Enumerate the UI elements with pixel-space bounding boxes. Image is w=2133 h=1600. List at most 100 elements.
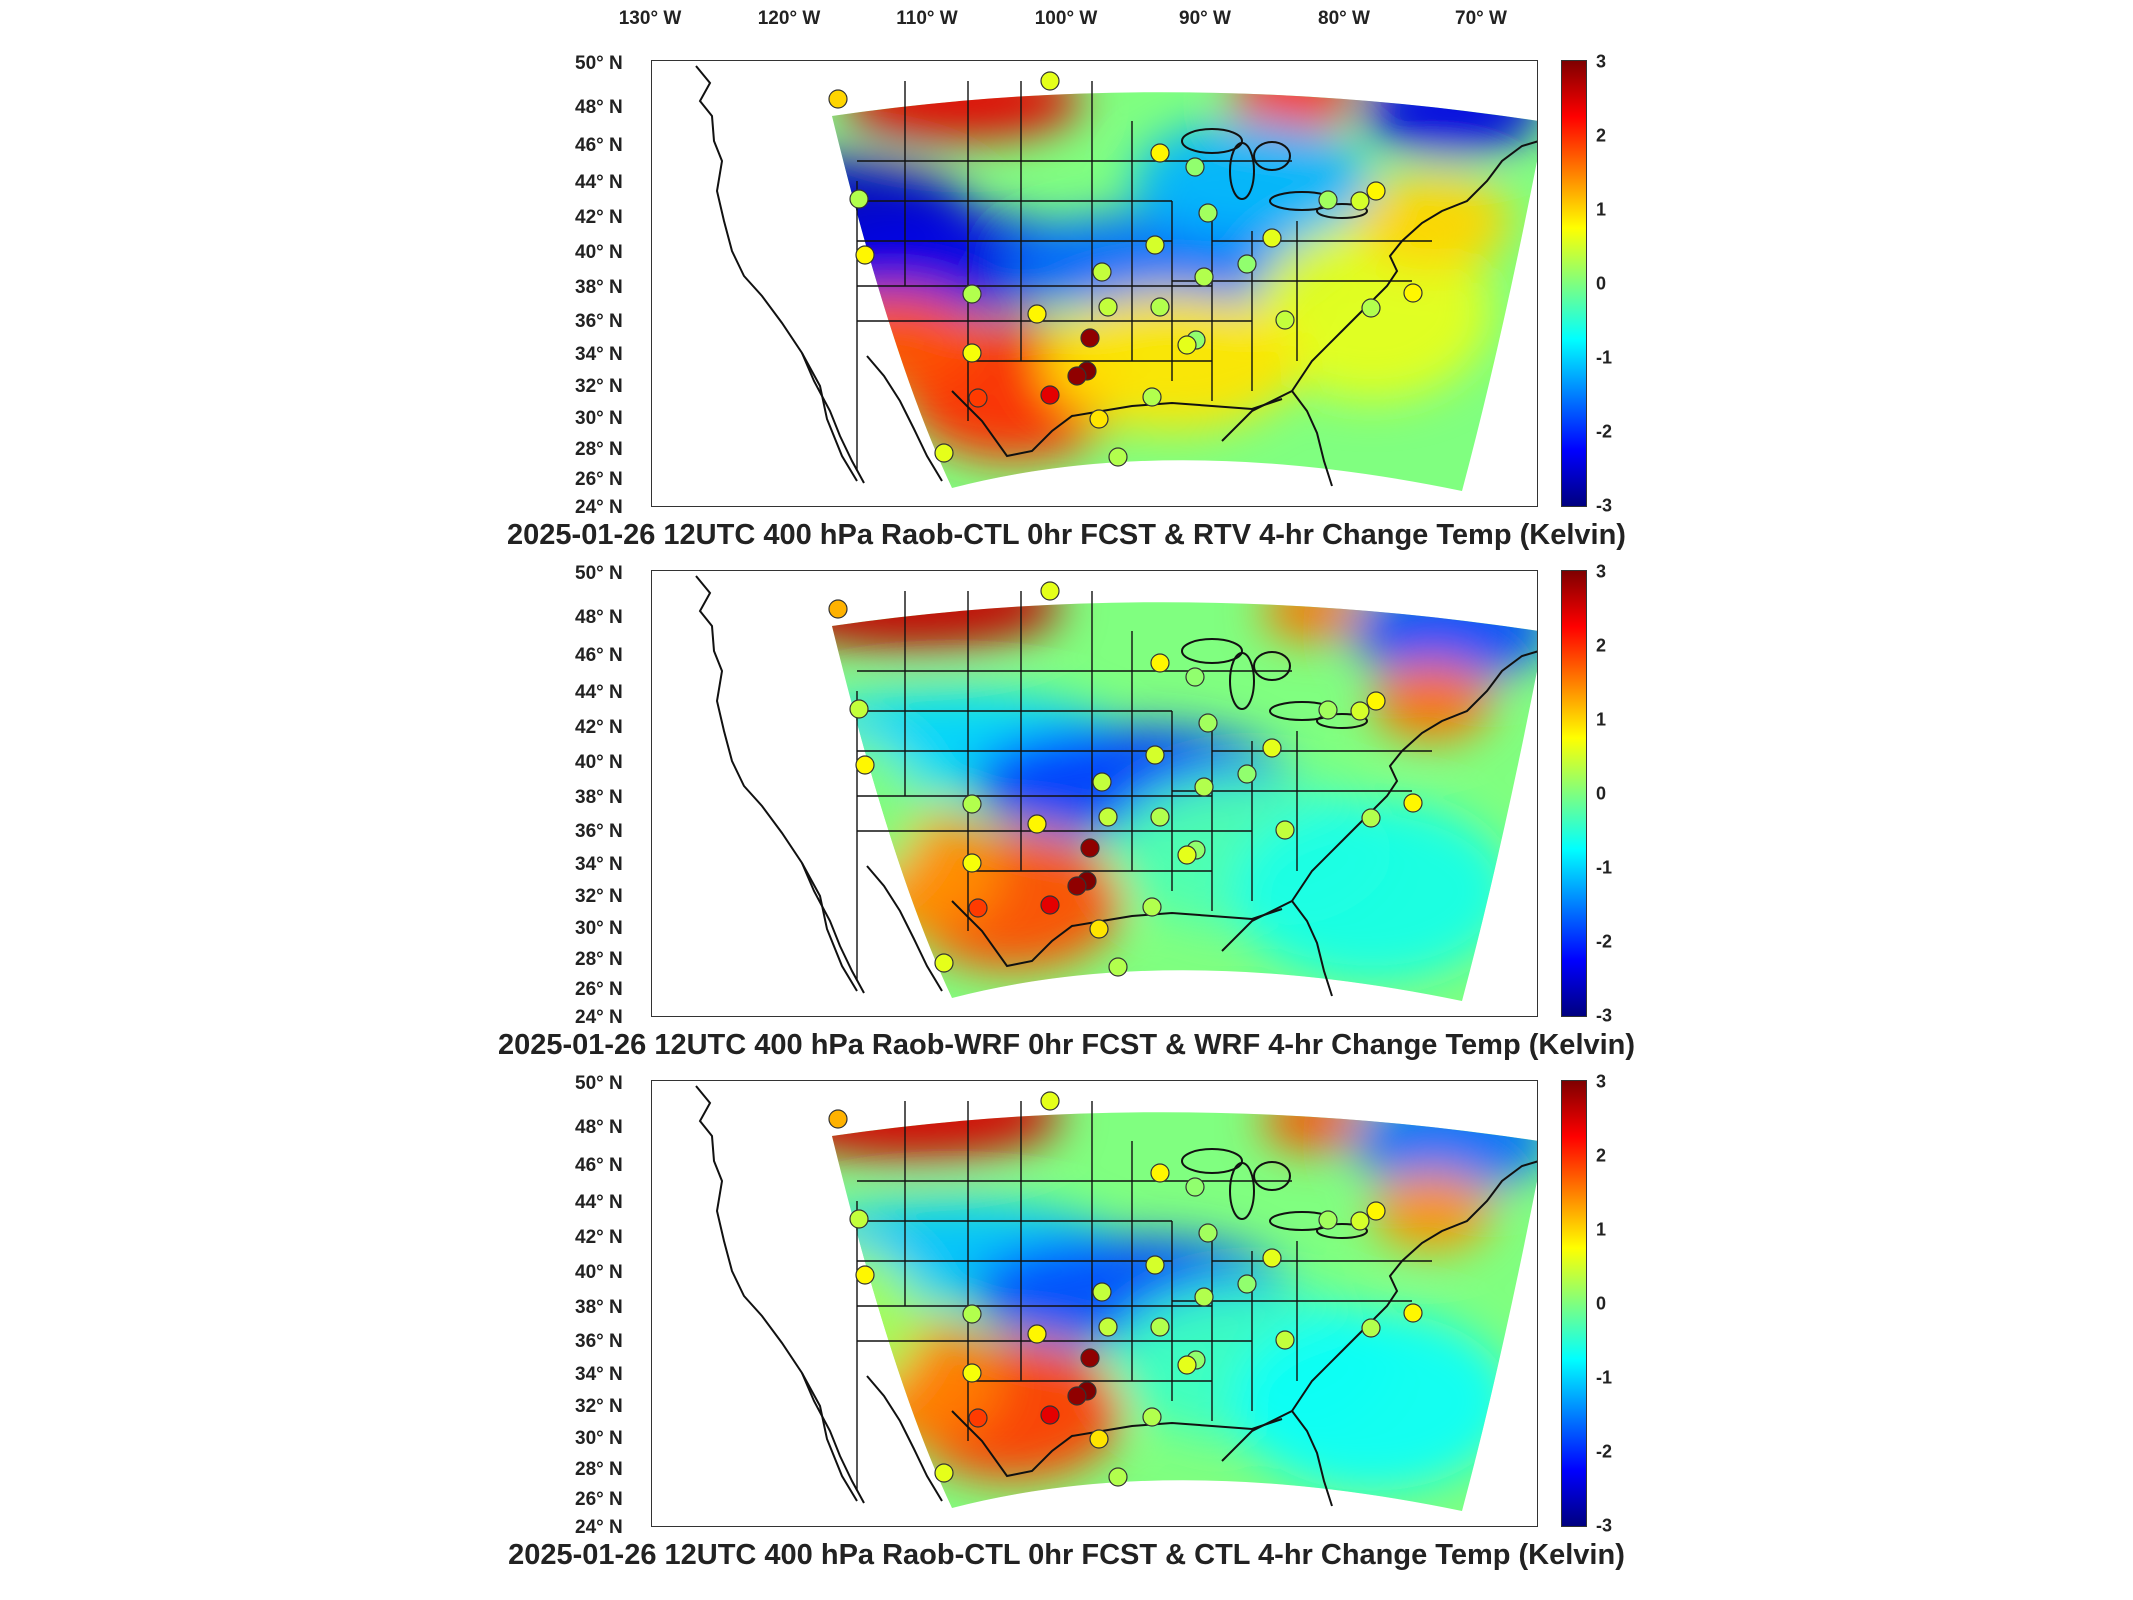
coastline <box>801 1372 865 1504</box>
lat-label: 48° N <box>575 97 623 118</box>
lat-label: 44° N <box>575 682 623 703</box>
colorbar-tick: 0 <box>1596 1293 1607 1314</box>
lake-outline <box>1253 141 1291 171</box>
field-layer <box>832 602 1537 1001</box>
anomaly-region <box>1262 602 1362 641</box>
anomaly-region <box>1362 92 1537 156</box>
observation-circle <box>1350 701 1370 721</box>
lake-outline <box>1181 638 1243 664</box>
observation-circle <box>1092 262 1112 282</box>
coastline <box>1221 1160 1537 1462</box>
colorbar-tick: 3 <box>1596 561 1607 582</box>
anomaly-region <box>1372 1171 1492 1251</box>
observation-circle <box>1177 845 1197 865</box>
coastline <box>866 1375 943 1502</box>
colorbar-tick: -2 <box>1596 421 1613 442</box>
lat-label: 40° N <box>575 1262 623 1283</box>
observation-circle <box>1027 1324 1047 1344</box>
observation-circle <box>1275 820 1295 840</box>
colorbar-tick: -3 <box>1596 1515 1613 1536</box>
anomaly-region <box>832 731 922 891</box>
colorbar-tick: 0 <box>1596 783 1607 804</box>
observation-circle <box>1185 667 1205 687</box>
observation-circle <box>1067 1386 1087 1406</box>
lon-label: 80° W <box>1318 8 1370 29</box>
lon-label: 70° W <box>1455 8 1507 29</box>
lat-label: 26° N <box>575 979 623 1000</box>
anomaly-region <box>1232 1311 1512 1491</box>
lat-label: 36° N <box>575 1331 623 1352</box>
lat-label: 32° N <box>575 376 623 397</box>
coastline <box>1291 900 1333 997</box>
boundaries-layer <box>695 1085 1537 1507</box>
observation-circle <box>1145 1255 1165 1275</box>
observation-circle <box>1262 1248 1282 1268</box>
observation-circle <box>962 853 982 873</box>
observation-circle <box>1403 283 1423 303</box>
colorbar-tick: 3 <box>1596 1071 1607 1092</box>
colorbar <box>1561 1080 1587 1527</box>
coastline <box>801 862 865 994</box>
coastline <box>1221 650 1537 952</box>
observation-circle <box>828 89 848 109</box>
colorbar-tick: -1 <box>1596 1367 1613 1388</box>
lat-label: 24° N <box>575 1517 623 1538</box>
anomaly-region <box>1232 801 1512 981</box>
observation-circle <box>1040 1091 1060 1111</box>
observation-circle <box>1366 691 1386 711</box>
boundaries-layer <box>695 65 1537 487</box>
observation-circle <box>1361 1318 1381 1338</box>
coastline <box>801 352 865 484</box>
observation-circle <box>855 1265 875 1285</box>
observation-circle <box>1194 777 1214 797</box>
observation-circle <box>1040 71 1060 91</box>
observations-layer <box>828 71 1423 467</box>
observation-circle <box>1145 745 1165 765</box>
observation-circle <box>1403 1303 1423 1323</box>
observation-circle <box>1040 1405 1060 1425</box>
observation-circle <box>1067 876 1087 896</box>
lat-label: 42° N <box>575 717 623 738</box>
observation-circle <box>1027 814 1047 834</box>
observation-circle <box>855 755 875 775</box>
lat-label: 32° N <box>575 1396 623 1417</box>
lat-label: 46° N <box>575 645 623 666</box>
observation-circle <box>1194 1287 1214 1307</box>
lat-label: 48° N <box>575 1117 623 1138</box>
observation-circle <box>1145 235 1165 255</box>
observation-circle <box>962 794 982 814</box>
colorbar-tick: -2 <box>1596 931 1613 952</box>
colorbar <box>1561 60 1587 507</box>
lake-outline <box>1181 1148 1243 1174</box>
lat-label: 44° N <box>575 1192 623 1213</box>
coastline <box>866 355 943 482</box>
lat-label: 30° N <box>575 408 623 429</box>
observation-circle <box>1089 919 1109 939</box>
observation-circle <box>1177 335 1197 355</box>
observation-circle <box>1198 203 1218 223</box>
lat-label: 42° N <box>575 207 623 228</box>
observation-circle <box>1080 328 1100 348</box>
lat-label: 50° N <box>575 1073 623 1094</box>
coastline <box>951 390 1283 458</box>
observation-circle <box>1089 1429 1109 1449</box>
map-frame <box>651 570 1538 1017</box>
observation-circle <box>1040 581 1060 601</box>
observation-circle <box>1237 254 1257 274</box>
observation-circle <box>1185 1177 1205 1197</box>
lat-label: 40° N <box>575 752 623 773</box>
lat-label: 44° N <box>575 172 623 193</box>
lon-label: 100° W <box>1034 8 1098 29</box>
observation-circle <box>849 1209 869 1229</box>
lake-outline <box>1229 1162 1255 1220</box>
observation-circle <box>1098 297 1118 317</box>
observation-circle <box>1361 298 1381 318</box>
anomaly-region <box>1262 1112 1362 1151</box>
lat-label: 30° N <box>575 918 623 939</box>
observation-circle <box>1361 808 1381 828</box>
observation-circle <box>962 284 982 304</box>
observation-circle <box>1262 738 1282 758</box>
observation-circle <box>1403 793 1423 813</box>
observation-circle <box>962 1304 982 1324</box>
colorbar-tick: 2 <box>1596 1145 1607 1166</box>
